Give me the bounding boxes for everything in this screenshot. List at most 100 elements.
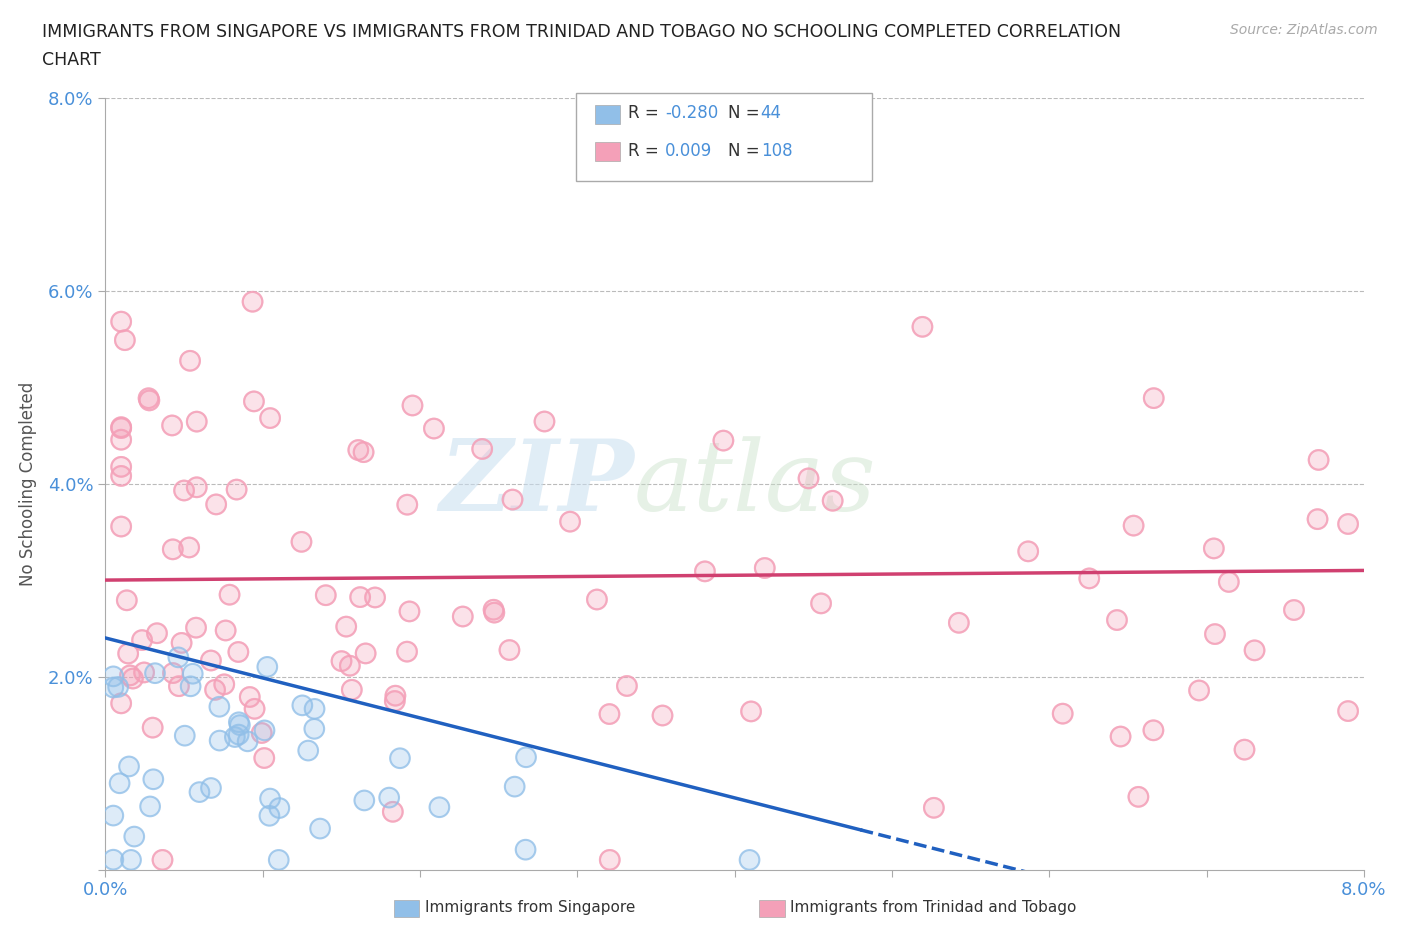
Point bbox=[1052, 706, 1074, 721]
Point bbox=[398, 604, 420, 618]
Point bbox=[713, 433, 735, 448]
Point bbox=[214, 623, 236, 638]
Point bbox=[228, 715, 250, 730]
Point bbox=[1243, 643, 1265, 658]
Point bbox=[205, 497, 228, 512]
Point bbox=[208, 733, 231, 748]
Point bbox=[315, 588, 337, 603]
Point bbox=[1122, 518, 1144, 533]
Point bbox=[616, 679, 638, 694]
Point bbox=[922, 801, 945, 816]
Point bbox=[398, 604, 420, 618]
Point bbox=[1218, 575, 1240, 590]
Point bbox=[259, 411, 281, 426]
Point bbox=[651, 708, 673, 723]
Point bbox=[810, 596, 832, 611]
Point bbox=[693, 564, 716, 578]
Point bbox=[103, 680, 125, 695]
Point bbox=[239, 689, 262, 704]
Point bbox=[131, 632, 153, 647]
Point bbox=[1188, 683, 1211, 698]
Point bbox=[142, 772, 165, 787]
Point bbox=[354, 646, 377, 661]
Point bbox=[616, 679, 638, 694]
Point bbox=[122, 830, 145, 844]
Point bbox=[179, 353, 201, 368]
Point bbox=[498, 643, 520, 658]
Point bbox=[122, 671, 145, 686]
Point bbox=[484, 605, 506, 620]
Point bbox=[1122, 518, 1144, 533]
Point bbox=[205, 497, 228, 512]
Point bbox=[1143, 391, 1166, 405]
Point bbox=[160, 418, 183, 432]
Point bbox=[396, 498, 419, 512]
Point bbox=[110, 469, 132, 484]
Point bbox=[162, 666, 184, 681]
Point bbox=[290, 535, 312, 550]
Point bbox=[253, 751, 276, 765]
Point bbox=[117, 646, 139, 661]
Point bbox=[259, 791, 281, 806]
Point bbox=[911, 319, 934, 334]
Point bbox=[1142, 723, 1164, 737]
Point bbox=[482, 603, 505, 618]
Point bbox=[204, 683, 226, 698]
Point bbox=[651, 708, 673, 723]
Point bbox=[533, 414, 555, 429]
Point bbox=[186, 414, 208, 429]
Point bbox=[110, 696, 132, 711]
Point bbox=[108, 776, 131, 790]
Point bbox=[1308, 453, 1330, 468]
Point bbox=[228, 715, 250, 730]
Point bbox=[115, 592, 138, 607]
Point bbox=[110, 314, 132, 329]
Point bbox=[160, 418, 183, 432]
Point bbox=[110, 420, 132, 435]
Point bbox=[502, 492, 524, 507]
Point bbox=[1105, 613, 1128, 628]
Text: R =: R = bbox=[628, 141, 665, 160]
Point bbox=[162, 666, 184, 681]
Point bbox=[110, 469, 132, 484]
Point bbox=[1204, 627, 1226, 642]
Point bbox=[335, 619, 357, 634]
Point bbox=[253, 723, 276, 737]
Point bbox=[1052, 706, 1074, 721]
Point bbox=[142, 720, 165, 735]
Point bbox=[429, 800, 451, 815]
Text: Immigrants from Singapore: Immigrants from Singapore bbox=[425, 900, 636, 915]
Point bbox=[250, 725, 273, 740]
Point bbox=[290, 535, 312, 550]
Point bbox=[1122, 518, 1144, 533]
Point bbox=[398, 604, 420, 618]
Point bbox=[498, 643, 520, 658]
Point bbox=[269, 801, 291, 816]
Point bbox=[115, 592, 138, 607]
Point bbox=[471, 442, 494, 457]
Point bbox=[259, 411, 281, 426]
Point bbox=[713, 433, 735, 448]
Point bbox=[179, 540, 201, 555]
Point bbox=[309, 821, 332, 836]
Point bbox=[181, 666, 204, 681]
Point bbox=[267, 853, 290, 868]
Point bbox=[110, 519, 132, 534]
Point bbox=[1188, 683, 1211, 698]
Point bbox=[132, 665, 155, 680]
Point bbox=[384, 688, 406, 703]
Point bbox=[471, 442, 494, 457]
Text: IMMIGRANTS FROM SINGAPORE VS IMMIGRANTS FROM TRINIDAD AND TOBAGO NO SCHOOLING CO: IMMIGRANTS FROM SINGAPORE VS IMMIGRANTS … bbox=[42, 23, 1122, 41]
Text: ZIP: ZIP bbox=[439, 435, 634, 532]
Point bbox=[1052, 706, 1074, 721]
Point bbox=[152, 853, 174, 868]
Point bbox=[1142, 723, 1164, 737]
Point bbox=[821, 493, 844, 508]
Point bbox=[188, 785, 211, 800]
Text: Source: ZipAtlas.com: Source: ZipAtlas.com bbox=[1230, 23, 1378, 37]
Point bbox=[810, 596, 832, 611]
Point bbox=[1306, 512, 1329, 526]
Point bbox=[396, 498, 419, 512]
Text: N =: N = bbox=[728, 141, 765, 160]
Point bbox=[423, 421, 446, 436]
